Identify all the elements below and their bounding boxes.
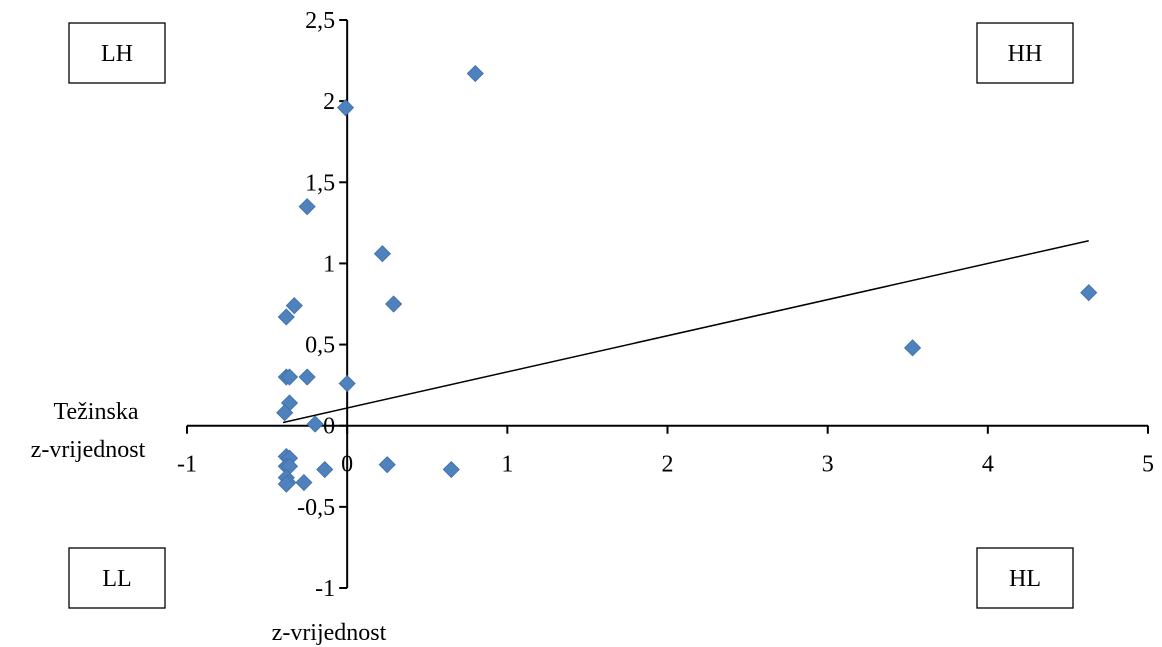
quadrant-label-ll: LL bbox=[68, 547, 166, 609]
trendline bbox=[282, 239, 1089, 424]
data-point bbox=[373, 245, 391, 263]
y-tick-label: 1,5 bbox=[305, 170, 335, 196]
quadrant-label-hl: HL bbox=[976, 547, 1074, 609]
y-tick-label: -1 bbox=[315, 576, 335, 602]
y-tick-label: 2,5 bbox=[305, 8, 335, 34]
data-point bbox=[306, 415, 324, 433]
y-tick-label: 0,5 bbox=[305, 333, 335, 359]
x-tick-label: -1 bbox=[177, 452, 197, 478]
y-ticks: -1 -0,5 0 0,5 1 1,5 2 2,5 bbox=[297, 8, 348, 602]
data-point bbox=[277, 308, 295, 326]
data-point bbox=[336, 99, 355, 117]
x-tick-label: 1 bbox=[501, 452, 513, 478]
x-axis-title: z-vrijednost bbox=[272, 620, 387, 646]
y-tick-label: 1 bbox=[323, 251, 335, 277]
data-point bbox=[442, 460, 460, 479]
data-point bbox=[295, 473, 313, 492]
data-point bbox=[298, 198, 316, 216]
quadrant-label-hl-text: HL bbox=[1009, 566, 1041, 592]
y-tick-label: 2 bbox=[323, 89, 335, 115]
x-tick-label: 4 bbox=[982, 452, 994, 478]
data-point bbox=[385, 295, 403, 313]
data-point bbox=[903, 339, 922, 357]
quadrant-label-hh-text: HH bbox=[1008, 41, 1043, 67]
quadrant-label-lh: LH bbox=[68, 22, 166, 84]
x-tick-label: 3 bbox=[822, 452, 834, 478]
data-point bbox=[316, 460, 334, 479]
x-tick-label: 2 bbox=[662, 452, 674, 478]
data-point bbox=[378, 456, 396, 474]
x-tick-label: 5 bbox=[1142, 452, 1154, 478]
data-point bbox=[277, 475, 295, 493]
data-point bbox=[280, 368, 299, 386]
x-tick-label: 0 bbox=[341, 452, 353, 478]
data-points bbox=[276, 64, 1098, 493]
quadrant-label-hh: HH bbox=[976, 22, 1074, 84]
y-tick-label: -0,5 bbox=[297, 495, 335, 521]
quadrant-label-lh-text: LH bbox=[101, 41, 133, 67]
data-point bbox=[338, 374, 356, 393]
quadrant-label-ll-text: LL bbox=[102, 566, 131, 592]
x-ticks: -1 0 1 2 3 4 5 bbox=[177, 425, 1154, 478]
data-point bbox=[466, 64, 484, 83]
y-tick-label: 0 bbox=[323, 414, 335, 440]
data-point bbox=[285, 297, 303, 315]
y-axis-title-line-2: z-vrijednost bbox=[31, 437, 146, 463]
y-axis-title-line-1: Težinska bbox=[54, 399, 139, 425]
data-point bbox=[298, 368, 316, 386]
data-point bbox=[1080, 284, 1098, 302]
data-point bbox=[276, 404, 294, 422]
